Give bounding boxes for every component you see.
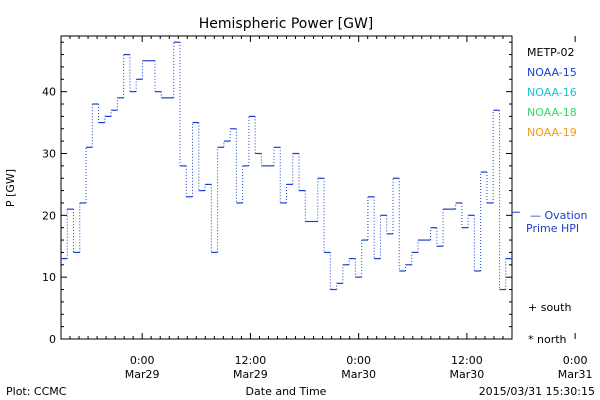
x-tick-label-time: 12:00 xyxy=(451,354,483,367)
north-marker-legend: * north xyxy=(528,333,567,346)
x-tick-label-date: Mar31 xyxy=(558,368,593,381)
legend-item-metp-02: METP-02 xyxy=(527,46,575,59)
south-marker-legend: + south xyxy=(528,301,571,314)
legend: METP-02 NOAA-15 NOAA-16 NOAA-18 NOAA-19 xyxy=(527,46,577,139)
x-axis-label: Date and Time xyxy=(246,385,327,398)
plot-credit: Plot: CCMC xyxy=(6,385,67,398)
legend-item-noaa-16: NOAA-16 xyxy=(527,86,577,99)
x-tick-label-time: 0:00 xyxy=(563,354,588,367)
x-tick-label-time: 12:00 xyxy=(235,354,267,367)
y-tick-label: 30 xyxy=(42,147,56,160)
y-tick-label: 10 xyxy=(42,271,56,284)
plot-timestamp: 2015/03/31 15:30:15 xyxy=(479,385,595,398)
legend-item-noaa-18: NOAA-18 xyxy=(527,106,577,119)
x-tick-label-date: Mar30 xyxy=(450,368,485,381)
y-tick-label: 40 xyxy=(42,86,56,99)
y-axis: 0 10 20 30 40 xyxy=(42,41,512,346)
y-tick-label: 20 xyxy=(42,209,56,222)
series-layer xyxy=(61,41,512,291)
x-tick-label-time: 0:00 xyxy=(130,354,155,367)
ovation-label-line2: Prime HPI xyxy=(526,222,579,235)
legend-item-noaa-19: NOAA-19 xyxy=(527,126,577,139)
ovation-label: — Ovation xyxy=(530,209,588,222)
x-axis: 0:00Mar2912:00Mar290:00Mar3012:00Mar300:… xyxy=(60,36,593,381)
x-tick-label-time: 0:00 xyxy=(346,354,371,367)
y-axis-label: P [GW] xyxy=(4,169,17,207)
chart-title: Hemispheric Power [GW] xyxy=(199,16,374,32)
x-tick-label-date: Mar29 xyxy=(125,368,160,381)
x-tick-label-date: Mar29 xyxy=(233,368,268,381)
x-tick-label-date: Mar30 xyxy=(341,368,376,381)
legend-item-noaa-15: NOAA-15 xyxy=(527,66,577,79)
y-tick-label: 0 xyxy=(49,333,56,346)
